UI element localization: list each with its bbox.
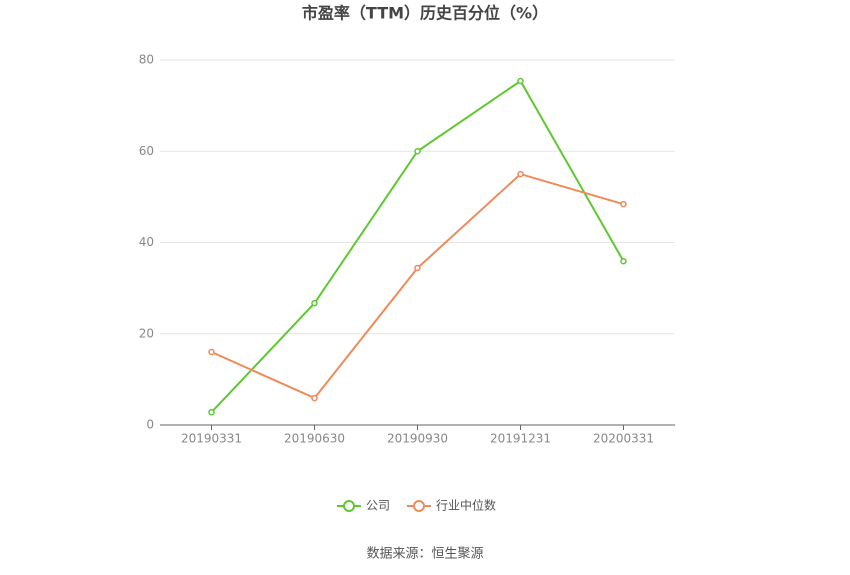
y-tick-label: 60 <box>139 144 154 158</box>
data-point <box>517 170 524 178</box>
data-point <box>517 77 524 85</box>
legend-label: 公司 <box>366 499 390 513</box>
data-point <box>311 299 318 307</box>
series-line <box>211 172 624 400</box>
data-point <box>414 148 421 155</box>
chart-title: 市盈率（TTM）历史百分位（%） <box>302 4 548 23</box>
x-tick-label: 20190630 <box>284 432 345 446</box>
data-point <box>620 200 627 208</box>
data-point <box>208 348 215 356</box>
data-point <box>620 257 627 265</box>
legend-label: 行业中位数 <box>436 498 496 513</box>
x-tick-label: 20200331 <box>593 432 654 446</box>
y-tick-label: 0 <box>146 418 154 432</box>
legend-item: 行业中位数 <box>407 498 496 513</box>
data-point <box>208 408 215 416</box>
y-tick-label: 20 <box>139 326 154 340</box>
series-line <box>210 79 625 413</box>
y-tick-label: 40 <box>139 235 154 249</box>
x-tick-label: 20190331 <box>181 432 242 446</box>
source-note: 数据来源：恒生聚源 <box>366 547 483 562</box>
legend-marker <box>413 500 425 512</box>
data-point <box>311 394 318 402</box>
y-tick-label: 80 <box>139 53 154 67</box>
x-tick-label: 20190930 <box>387 432 448 446</box>
data-point <box>414 264 421 272</box>
x-tick-label: 20191231 <box>490 432 551 446</box>
legend-item: 公司 <box>337 499 390 513</box>
legend-marker <box>343 500 355 512</box>
